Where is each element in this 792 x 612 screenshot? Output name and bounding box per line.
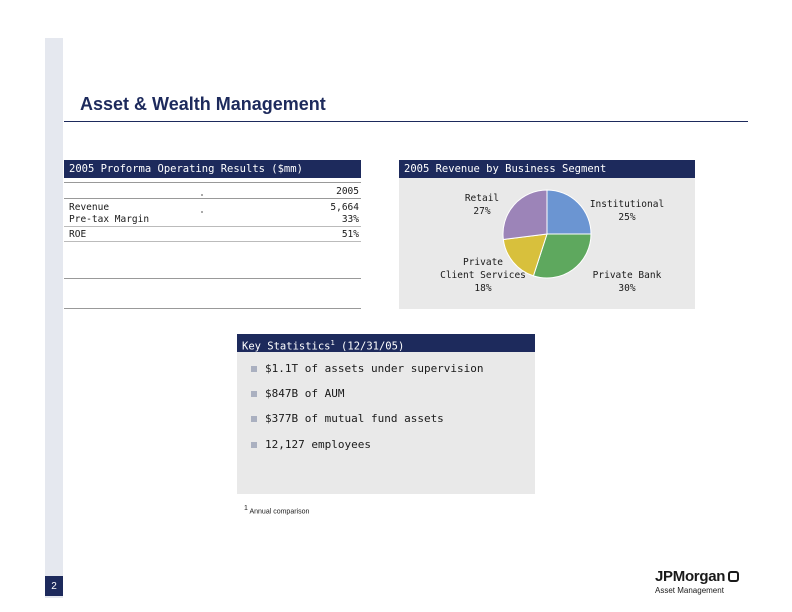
- table-row: ROE 51%: [69, 229, 359, 240]
- year-column-header: 2005: [336, 186, 359, 197]
- stat-text: $377B of mutual fund assets: [265, 412, 444, 425]
- table-dot: [201, 194, 203, 196]
- pie-label-value: 27%: [473, 206, 491, 217]
- operating-results-header: 2005 Proforma Operating Results ($mm): [64, 160, 361, 178]
- table-rule: [64, 278, 361, 279]
- jpmorgan-logo: JPMorgan Asset Management: [655, 568, 765, 595]
- table-rule: [64, 182, 361, 183]
- pie-label-name-2: Client Services: [440, 270, 526, 281]
- key-statistics-header: Key Statistics1 (12/31/05): [237, 334, 535, 353]
- row-value: 51%: [341, 229, 359, 240]
- key-statistics-date: (12/31/05): [334, 340, 405, 353]
- table-row: Pre-tax Margin 33%: [69, 214, 359, 225]
- table-rule: [64, 308, 361, 309]
- table-dot: [201, 211, 203, 213]
- pie-slice-private-client-services: [502, 233, 548, 277]
- table-rule: [64, 241, 361, 242]
- pie-label-value: 30%: [618, 283, 636, 294]
- table-row: Revenue 5,664: [69, 202, 359, 213]
- table-rule: [64, 226, 361, 227]
- revenue-pie-panel: Institutional 25% Private Bank 30% Priva…: [399, 178, 695, 309]
- pie-label-name: Retail: [464, 193, 500, 204]
- left-sidebar-strip: [45, 38, 63, 598]
- row-label: Revenue: [69, 202, 110, 213]
- list-item: $847B of AUM: [251, 387, 344, 400]
- row-label: Pre-tax Margin: [69, 214, 150, 225]
- pie-label-retail: Retail 27%: [455, 192, 509, 218]
- key-statistics-panel: $1.1T of assets under supervision $847B …: [237, 352, 535, 494]
- list-item: 12,127 employees: [251, 438, 371, 451]
- pie-label-name: Private Bank: [592, 270, 662, 281]
- octagon-logo-icon: [728, 571, 740, 582]
- pie-label-value: 25%: [618, 212, 636, 223]
- pie-label-name: Institutional: [589, 199, 665, 210]
- footnote-marker: 1: [330, 339, 335, 347]
- stat-text: $1.1T of assets under supervision: [265, 362, 484, 375]
- pie-label-private-bank: Private Bank 30%: [575, 269, 679, 295]
- list-item: $377B of mutual fund assets: [251, 412, 444, 425]
- footnote-text: Annual comparison: [247, 508, 310, 516]
- list-item: $1.1T of assets under supervision: [251, 362, 484, 375]
- pie-label-value: 18%: [474, 283, 492, 294]
- logo-subtitle: Asset Management: [655, 586, 724, 595]
- row-value: 33%: [341, 214, 359, 225]
- revenue-segment-header: 2005 Revenue by Business Segment: [399, 160, 695, 178]
- pie-slice-retail: [502, 189, 548, 241]
- revenue-pie-chart: [502, 189, 592, 279]
- square-bullet-icon: [251, 415, 257, 422]
- stat-text: 12,127 employees: [265, 438, 371, 451]
- table-rule: [64, 198, 361, 199]
- square-bullet-icon: [251, 365, 257, 372]
- row-value: 5,664: [330, 202, 359, 213]
- square-bullet-icon: [251, 390, 257, 397]
- footnote: 1 Annual comparison: [244, 505, 309, 515]
- pie-label-name: Private: [462, 257, 504, 268]
- page-number: 2: [45, 576, 63, 596]
- logo-wordmark: JPMorgan: [655, 568, 765, 585]
- square-bullet-icon: [251, 441, 257, 448]
- pie-slice-institutional: [546, 189, 592, 235]
- row-label: ROE: [69, 229, 87, 240]
- page-title: Asset & Wealth Management: [80, 94, 326, 114]
- footnote-number: 1: [244, 505, 248, 512]
- pie-label-private-client-services: Private Client Services 18%: [433, 256, 533, 295]
- pie-slice-private-bank: [532, 233, 592, 279]
- key-statistics-title: Key Statistics: [242, 340, 331, 353]
- stat-text: $847B of AUM: [265, 387, 345, 400]
- title-divider: [64, 121, 748, 122]
- logo-name: JPMorgan: [655, 568, 726, 585]
- pie-label-institutional: Institutional 25%: [575, 198, 679, 224]
